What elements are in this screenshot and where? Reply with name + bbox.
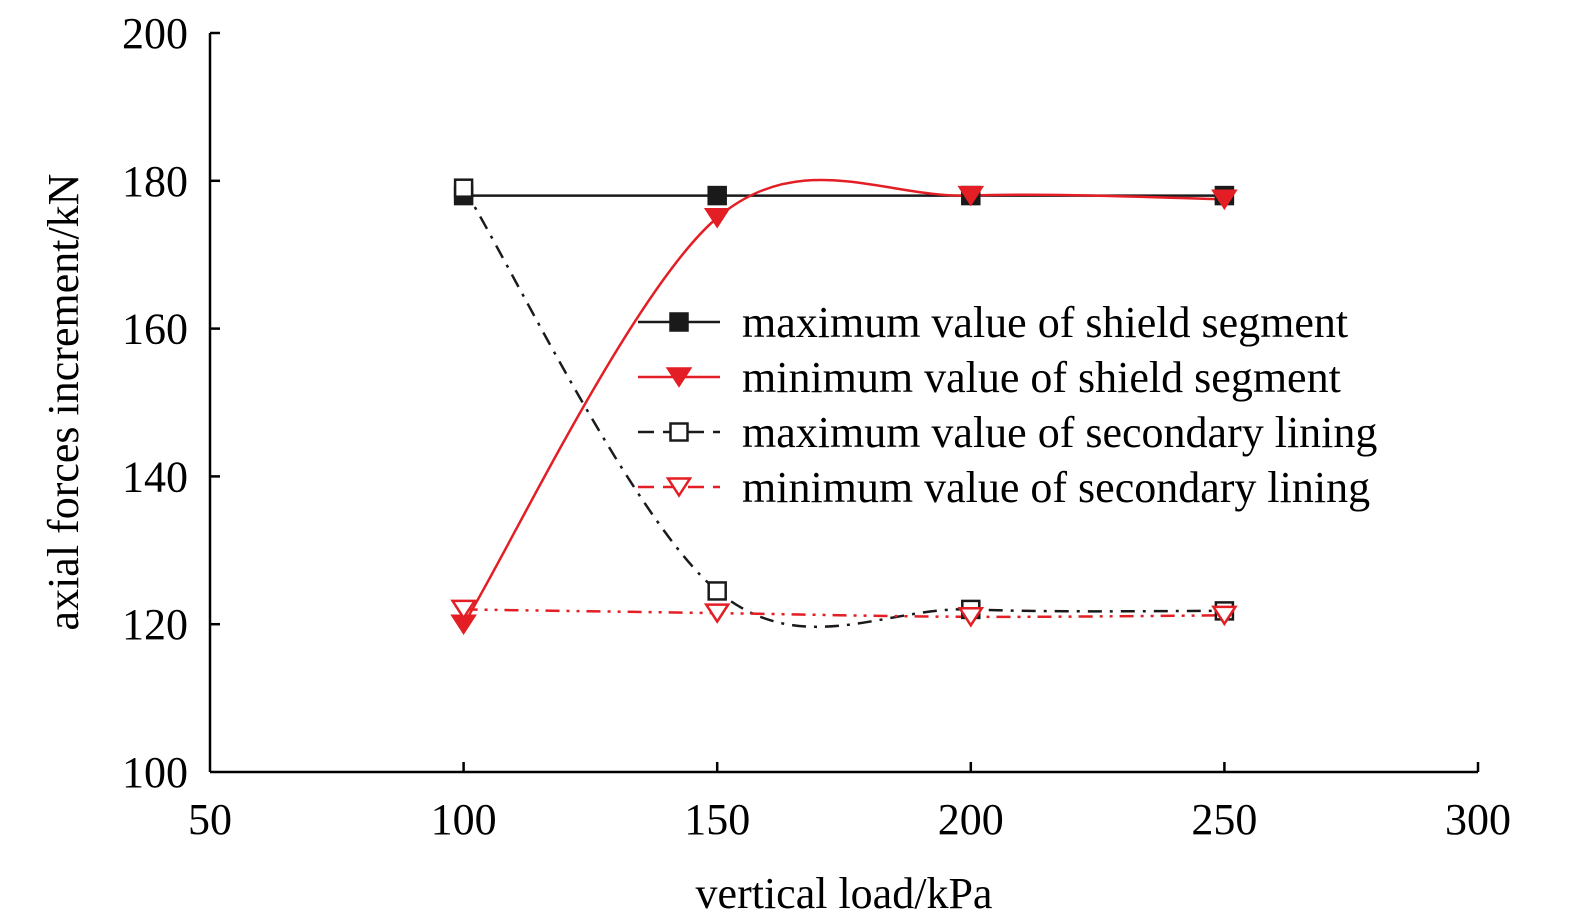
legend-label-3: maximum value of secondary lining <box>742 408 1377 457</box>
series-1-point <box>707 185 727 206</box>
x-tick-label: 50 <box>188 795 232 844</box>
series-4-point <box>957 607 985 628</box>
series-4-point <box>703 603 731 624</box>
x-tick-label: 250 <box>1191 795 1257 844</box>
series-group <box>450 178 1238 636</box>
series-3-point <box>707 581 727 601</box>
series-4-point <box>450 599 477 621</box>
y-tick-label: 140 <box>122 452 188 501</box>
legend-label-4: minimum value of secondary lining <box>742 463 1370 512</box>
x-axis-title: vertical load/kPa <box>696 869 993 918</box>
series-2-point <box>703 208 731 229</box>
legend: maximum value of shield segment minimum v… <box>638 298 1377 512</box>
x-tick-label: 300 <box>1445 795 1511 844</box>
x-tick-label: 100 <box>431 795 497 844</box>
y-tick-label: 120 <box>122 600 188 649</box>
y-tick-label: 200 <box>122 9 188 58</box>
y-axis-title: axial forces increment/kN <box>39 174 88 631</box>
legend-label-2: minimum value of shield segment <box>742 353 1341 402</box>
legend-marker-4 <box>665 477 693 498</box>
y-tick-label: 100 <box>122 748 188 797</box>
y-tick-label: 160 <box>122 305 188 354</box>
series-2-point <box>1211 189 1238 211</box>
series-line-2 <box>462 178 1225 625</box>
series-4-point <box>1211 605 1238 627</box>
series-3-point <box>453 178 474 198</box>
series-line-4 <box>463 608 1225 619</box>
series-line-3 <box>462 187 1225 629</box>
series-2-point <box>957 185 985 207</box>
legend-label-1: maximum value of shield segment <box>742 298 1348 347</box>
legend-marker-1 <box>669 312 689 332</box>
axes <box>208 33 1478 774</box>
legend-marker-2 <box>665 367 693 388</box>
legend-marker-3 <box>669 422 689 442</box>
y-tick-label: 180 <box>122 157 188 206</box>
x-tick-label: 150 <box>684 795 750 844</box>
x-tick-label: 200 <box>938 795 1004 844</box>
